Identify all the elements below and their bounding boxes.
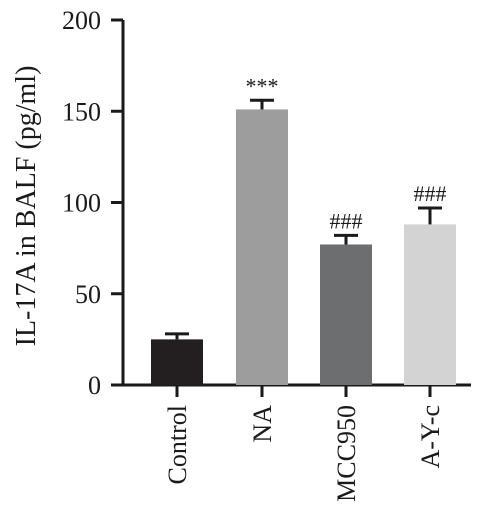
error-bars — [165, 98, 442, 340]
x-tick-label: MCC950 — [332, 405, 361, 502]
significance-label: ### — [414, 181, 447, 206]
x-tick-label: NA — [248, 405, 277, 443]
x-tick-labels: Control NA MCC950 A-Y-c — [163, 405, 445, 502]
bar-a-y-c — [404, 224, 456, 385]
significance-label: ### — [330, 208, 363, 233]
y-tick-label: 150 — [62, 97, 101, 126]
bar-na — [236, 109, 288, 386]
significance-labels: *** ### ### — [246, 73, 447, 233]
y-tick-label: 100 — [62, 189, 101, 218]
x-tick-label: A-Y-c — [416, 405, 445, 469]
x-axis — [123, 383, 471, 397]
significance-label: *** — [246, 73, 279, 98]
bars — [151, 109, 456, 386]
y-axis: 0 50 100 150 200 — [62, 6, 125, 400]
bar-mcc950 — [320, 244, 372, 385]
x-tick-label: Control — [163, 405, 192, 484]
y-tick-label: 50 — [75, 280, 101, 309]
y-tick-label: 0 — [88, 371, 101, 400]
y-axis-label: IL-17A in BALF (pg/ml) — [11, 66, 42, 347]
bar-control — [151, 339, 203, 385]
y-tick-label: 200 — [62, 6, 101, 35]
